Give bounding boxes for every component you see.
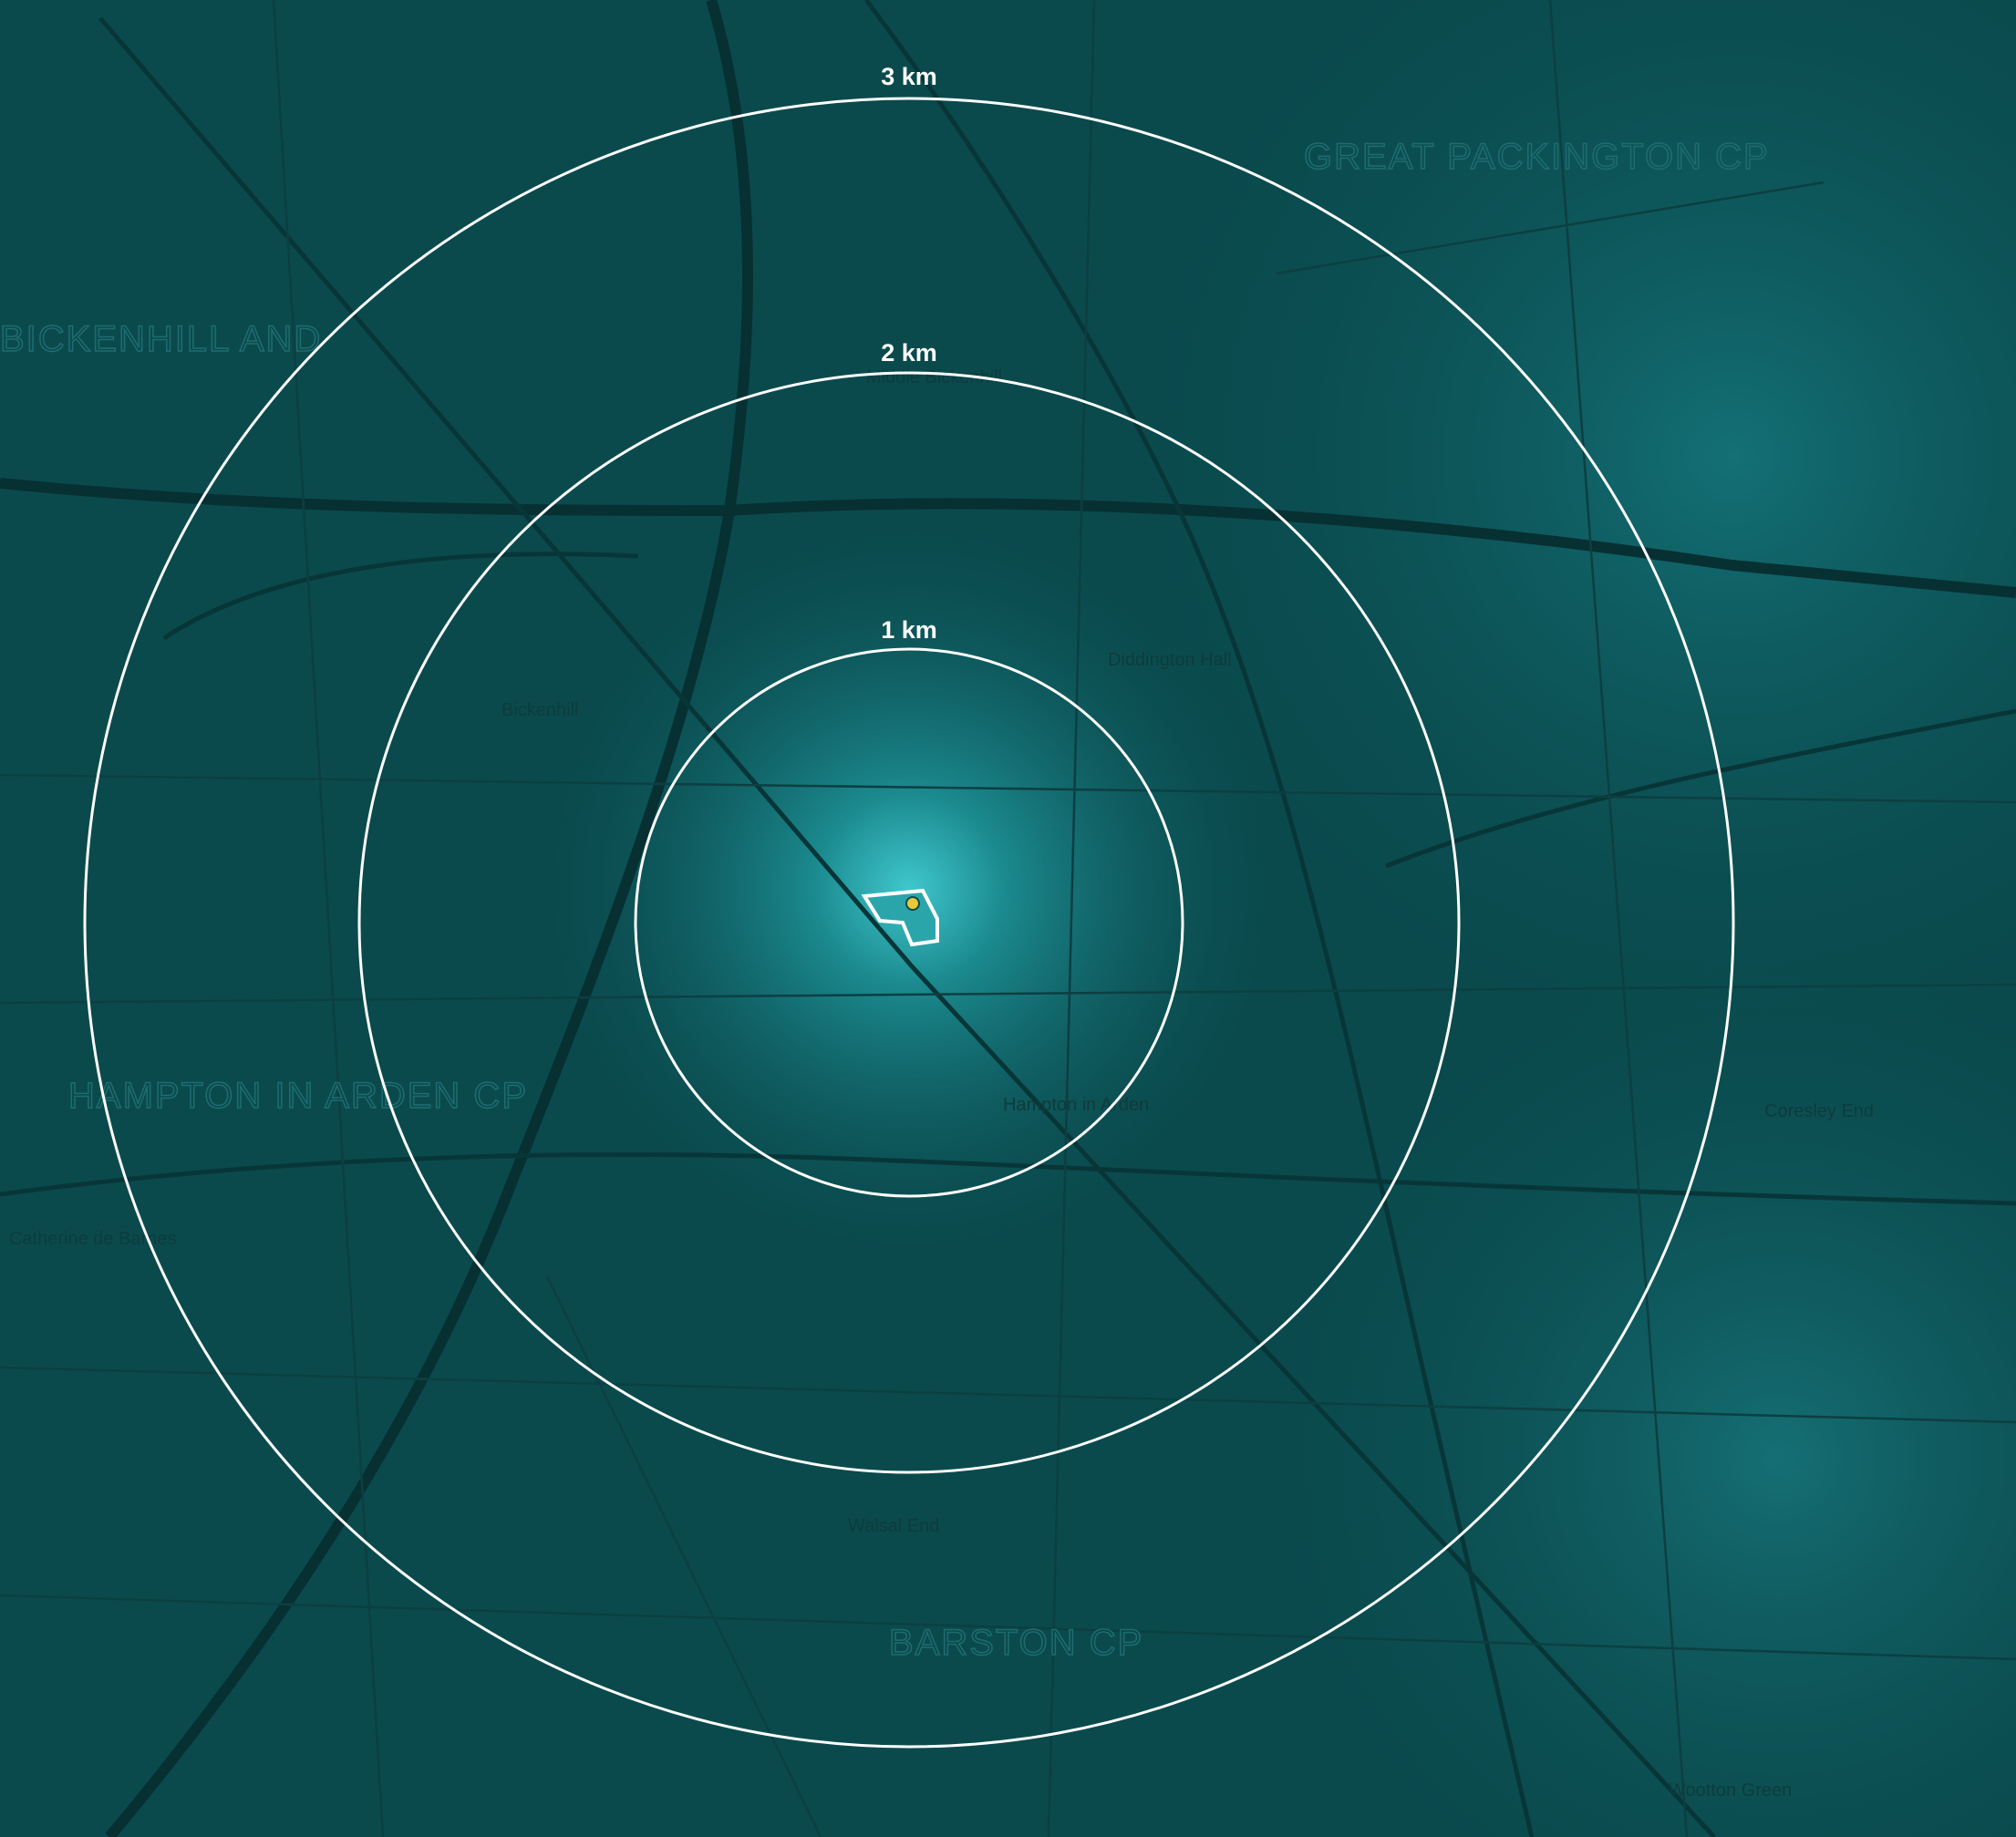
place-labels: GREAT PACKINGTON CP BICKENHILL AND HAMPT…: [0, 136, 1874, 1801]
ring: [83, 97, 1735, 1749]
site: [861, 888, 939, 947]
place-label: Catherine de Barnes: [9, 1229, 176, 1249]
site-marker: [905, 896, 920, 911]
ring: [357, 371, 1461, 1474]
ring: [634, 647, 1184, 1198]
parish-label: BARSTON CP: [889, 1623, 1143, 1663]
road: [0, 1151, 2016, 1206]
motorway: [105, 0, 753, 1837]
place-label: Diddington Hall: [1108, 650, 1232, 670]
place-label: Walsal End: [848, 1516, 939, 1536]
parish-label: BICKENHILL AND: [0, 319, 322, 359]
ring-label: 2 km: [881, 339, 937, 366]
road: [863, 0, 1535, 1837]
road: [1385, 708, 2016, 869]
ring-label: 3 km: [881, 63, 937, 90]
place-label: Hampton in Arden: [1003, 1095, 1149, 1115]
road: [162, 552, 639, 641]
ring-label: 1 km: [881, 616, 937, 644]
place-label: Coresley End: [1764, 1101, 1874, 1121]
parish-label: HAMPTON IN ARDEN CP: [68, 1076, 528, 1116]
place-label: Bickenhill: [501, 700, 578, 720]
motorway: [0, 478, 2016, 598]
distance-rings: 1 km 2 km 3 km: [83, 63, 1735, 1749]
place-label: Wootton Green: [1669, 1780, 1792, 1801]
parish-label: GREAT PACKINGTON CP: [1304, 137, 1770, 177]
